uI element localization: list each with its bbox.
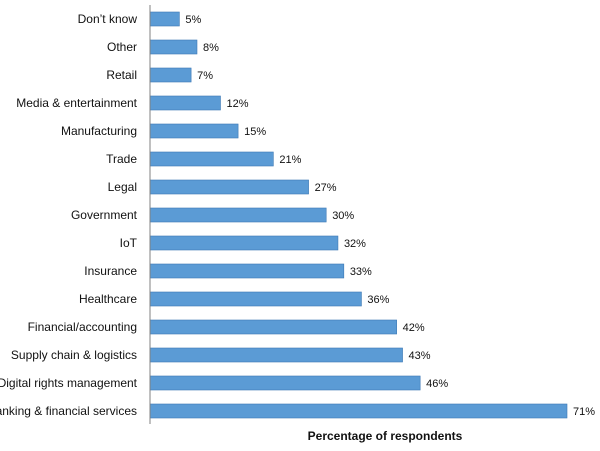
bar xyxy=(149,123,239,139)
bar xyxy=(149,39,198,55)
bar xyxy=(149,11,180,27)
data-label: 36% xyxy=(367,294,389,306)
category-label: Banking & financial services xyxy=(0,404,137,418)
x-axis-title: Percentage of respondents xyxy=(308,429,463,443)
bar xyxy=(149,291,362,307)
category-label: Insurance xyxy=(84,264,137,278)
data-label: 15% xyxy=(244,126,266,138)
category-label: Financial/accounting xyxy=(28,320,137,334)
data-label: 33% xyxy=(350,266,372,278)
data-label: 42% xyxy=(403,322,425,334)
category-label: Don’t know xyxy=(78,12,138,26)
data-label: 27% xyxy=(315,182,337,194)
bar xyxy=(149,319,397,335)
category-label: Legal xyxy=(108,180,137,194)
category-label: Digital rights management xyxy=(0,376,138,390)
category-label: IoT xyxy=(120,236,138,250)
data-label: 30% xyxy=(332,210,354,222)
data-label: 71% xyxy=(573,406,595,418)
data-label: 12% xyxy=(226,98,248,110)
bar xyxy=(149,403,568,419)
bar xyxy=(149,95,221,111)
bar xyxy=(149,375,421,391)
category-label: Supply chain & logistics xyxy=(11,348,137,362)
value-labels-group: 5% 8% 7% 12% 15% 21% 27% 30% 32% 33% 36% 42% 43% 46% 7… xyxy=(185,14,595,418)
category-label: Media & entertainment xyxy=(16,96,137,110)
category-labels-group: Don’t know Other Retail Media & entertainme… xyxy=(0,12,138,418)
category-label: Manufacturing xyxy=(61,124,137,138)
data-label: 7% xyxy=(197,70,213,82)
category-label: Trade xyxy=(106,152,137,166)
data-label: 21% xyxy=(279,154,301,166)
bar xyxy=(149,207,327,223)
data-label: 8% xyxy=(203,42,219,54)
bar xyxy=(149,263,345,279)
data-label: 46% xyxy=(426,378,448,390)
category-label: Other xyxy=(107,40,137,54)
category-label: Government xyxy=(71,208,138,222)
data-label: 43% xyxy=(409,350,431,362)
category-label: Retail xyxy=(106,68,137,82)
bar xyxy=(149,179,309,195)
bar xyxy=(149,151,274,167)
bar xyxy=(149,235,339,251)
bar xyxy=(149,347,403,363)
category-label: Healthcare xyxy=(79,292,137,306)
data-label: 5% xyxy=(185,14,201,26)
bar xyxy=(149,67,192,83)
data-label: 32% xyxy=(344,238,366,250)
